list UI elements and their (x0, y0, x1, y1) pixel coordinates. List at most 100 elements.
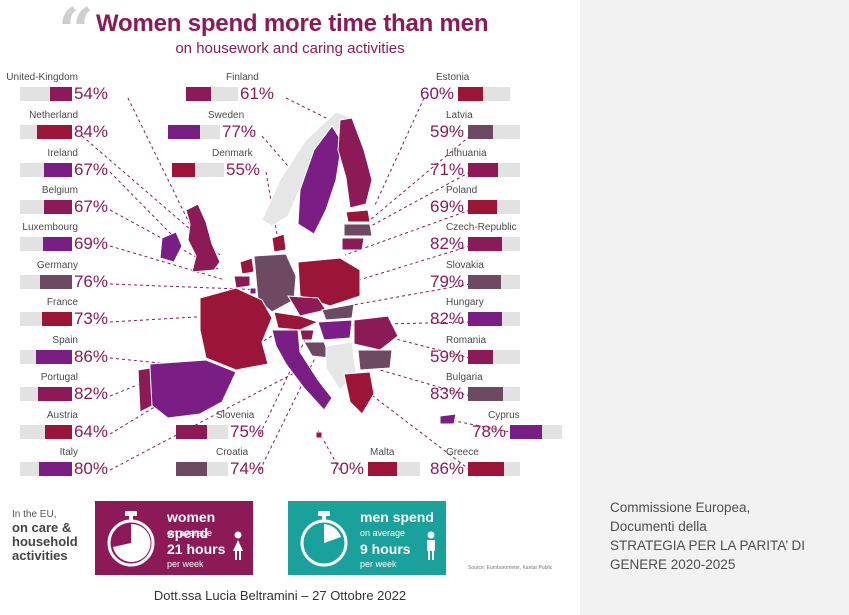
source-note: Source: Eurobarometer, Kantar Public (468, 565, 553, 571)
country-name: Spain (52, 335, 78, 346)
country-poland: Poland 69% (430, 185, 570, 217)
country-italy: Italy 80% (0, 447, 108, 479)
country-name: Slovakia (446, 260, 484, 271)
percentage-bar-fill (41, 312, 72, 326)
percentage-bar-fill (468, 350, 493, 364)
percentage-bar (468, 200, 521, 214)
women-avg: on average (167, 528, 213, 538)
country-name: Cyprus (488, 410, 520, 421)
percentage-bar-fill (468, 275, 501, 289)
country-luxembourg: Luxembourg 69% (0, 222, 108, 254)
latvia-shape (343, 223, 373, 237)
percentage-bar (468, 312, 521, 326)
country-name: Luxembourg (22, 222, 78, 233)
slovakia-shape (321, 303, 355, 321)
slovenia-shape (299, 329, 315, 341)
percentage-bar-fill (468, 125, 493, 139)
country-shapes (137, 111, 457, 439)
percentage-bar (172, 163, 224, 177)
country-percentage: 64% (73, 422, 108, 441)
men-week: per week (360, 559, 397, 569)
percentage-bar (468, 350, 521, 364)
country-percentage: 73% (73, 309, 108, 328)
country-romania: Romania 59% (430, 335, 570, 367)
country-name: Greece (446, 447, 479, 458)
percentage-bar (19, 237, 72, 251)
country-percentage: 80% (73, 459, 108, 478)
country-name: Croatia (216, 447, 249, 458)
percentage-bar-fill (468, 237, 503, 251)
country-percentage: 59% (430, 122, 465, 141)
country-france: France 73% (0, 297, 108, 329)
infographic: “ Women spend more time than men on hous… (0, 0, 570, 575)
percentage-bar-fill (468, 462, 504, 476)
country-name: Ireland (47, 148, 78, 159)
country-finland: Finland 61% (186, 72, 326, 104)
country-percentage: 82% (430, 309, 465, 328)
country-czech-republic: Czech-Republic 82% (430, 222, 570, 254)
poland-shape (297, 257, 361, 307)
country-name: Sweden (208, 110, 245, 121)
country-percentage: 78% (472, 422, 507, 441)
country-percentage: 70% (330, 459, 365, 478)
france-shape (199, 287, 273, 371)
country-percentage: 76% (73, 272, 108, 291)
percentage-bar (19, 275, 72, 289)
men-avg: on average (360, 528, 406, 538)
percentage-bar-fill (176, 425, 208, 439)
country-name: Italy (59, 447, 78, 458)
women-summary-box: women spend on average 21 hours per week (95, 501, 253, 575)
percentage-bar-fill (36, 350, 72, 364)
stopwatch-icon (107, 511, 155, 567)
country-percentage: 54% (73, 84, 108, 103)
country-percentage: 59% (430, 347, 465, 366)
italy-shape (271, 329, 333, 411)
percentage-bar-fill (468, 387, 503, 401)
percentage-bar-fill (176, 462, 207, 476)
country-germany: Germany 76% (0, 260, 108, 292)
estonia-shape (345, 209, 371, 223)
percentage-bar-fill (49, 87, 72, 101)
netherlands-shape (239, 257, 255, 275)
country-slovenia: Slovenia 75% (176, 410, 316, 442)
country-percentage: 67% (73, 197, 108, 216)
spain-shape (149, 359, 237, 419)
country-greece: Greece 86% (430, 447, 570, 479)
percentage-bar (19, 125, 72, 139)
country-percentage: 60% (420, 84, 455, 103)
finland-shape (337, 117, 373, 209)
country-name: Hungary (446, 297, 484, 308)
country-name: Netherland (29, 110, 78, 121)
europe-map (81, 97, 521, 471)
country-percentage: 69% (73, 234, 108, 253)
luxembourg-shape (249, 287, 257, 295)
women-hours: 21 hours (167, 541, 226, 557)
percentage-bar (468, 387, 521, 401)
caption: Commissione Europea, Documenti della STR… (610, 498, 840, 574)
caption-line-2: Documenti della (610, 519, 707, 534)
summary-intro-small: In the EU, (12, 509, 57, 520)
bulgaria-shape (357, 349, 393, 371)
country-united-kingdom: United-Kingdom 54% (0, 72, 108, 104)
country-estonia: Estonia 60% (420, 72, 560, 104)
percentage-bar-fill (44, 163, 72, 177)
country-name: Portugal (40, 372, 78, 383)
country-spain: Spain 86% (0, 335, 108, 367)
footer-author: Dott.ssa Lucia Beltramini – 27 Ottobre 2… (153, 588, 407, 603)
percentage-bar-fill (38, 462, 72, 476)
infographic-title: Women spend more time than men (96, 10, 489, 37)
portugal-shape (137, 367, 153, 413)
country-hungary: Hungary 82% (430, 297, 570, 329)
country-name: Latvia (446, 110, 473, 121)
percentage-bar-fill (44, 200, 72, 214)
lithuania-shape (341, 237, 365, 251)
country-latvia: Latvia 59% (430, 110, 570, 142)
country-belgium: Belgium 67% (0, 185, 108, 217)
percentage-bar-fill (458, 87, 483, 101)
country-percentage: 83% (430, 384, 465, 403)
percentage-bar (458, 87, 511, 101)
country-percentage: 82% (73, 384, 108, 403)
percentage-bar-fill (468, 312, 503, 326)
country-name: Malta (370, 447, 395, 458)
